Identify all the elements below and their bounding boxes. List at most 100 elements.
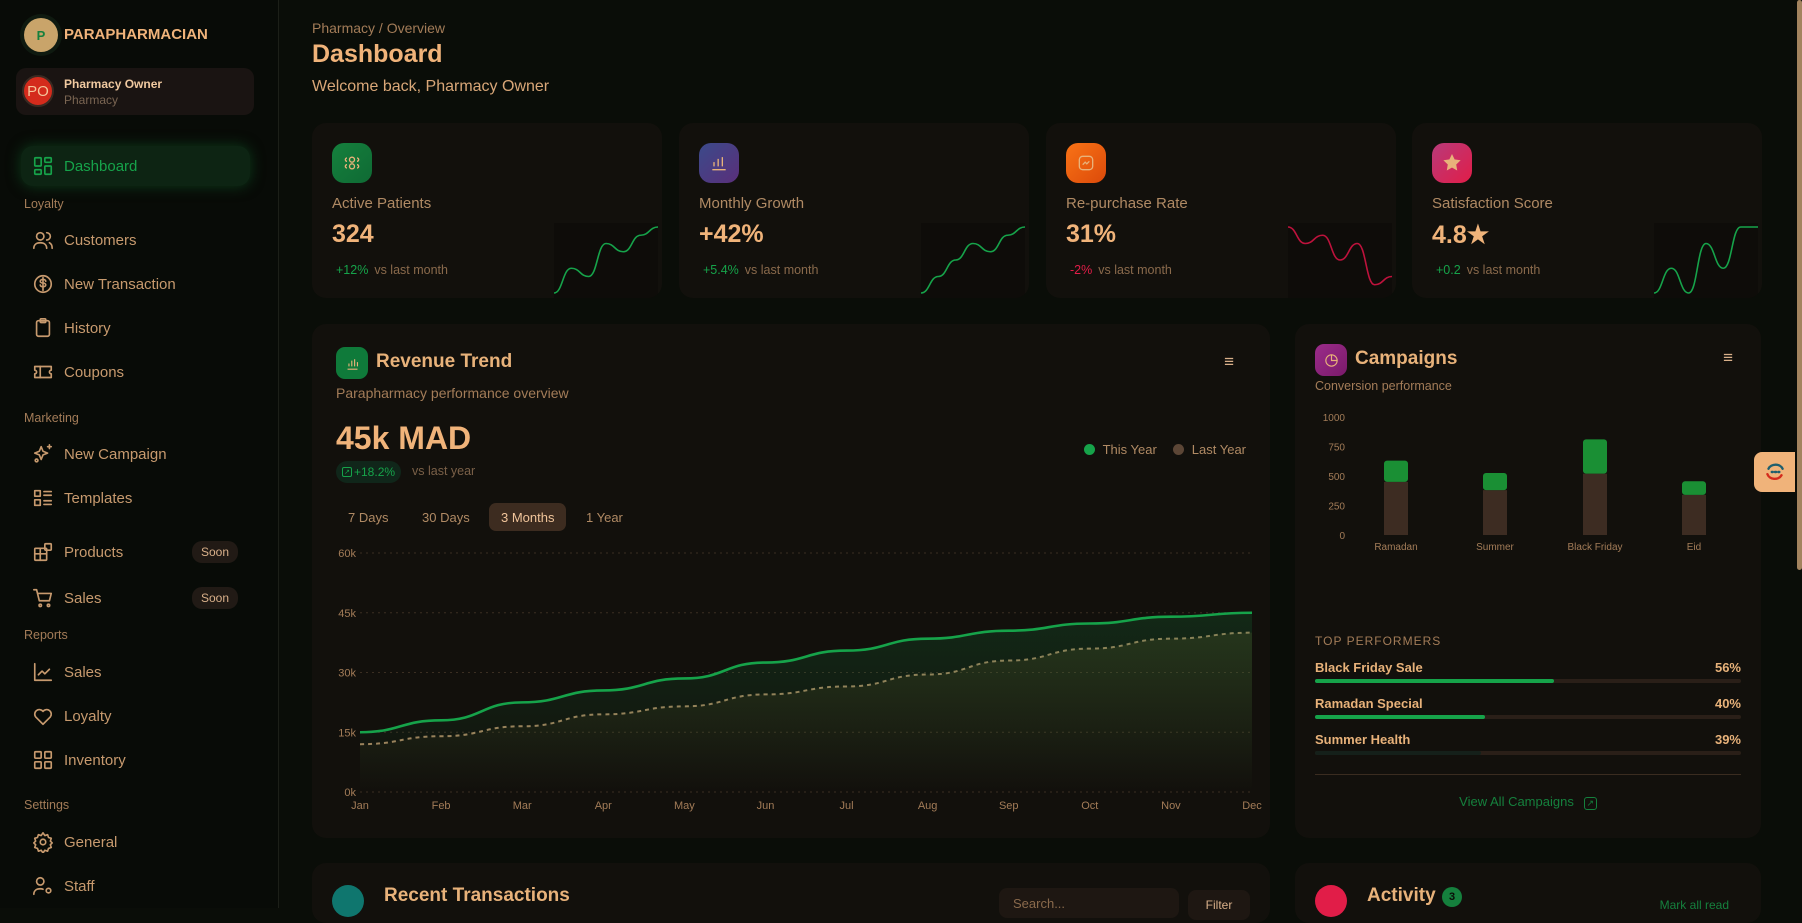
users-icon (32, 229, 54, 251)
logo: P (24, 18, 58, 52)
tab-3-months[interactable]: 3 Months (489, 503, 566, 531)
sidebar-item-customers[interactable]: Customers (21, 220, 250, 260)
kpi-vs: vs last month (745, 263, 819, 277)
revenue-title: Revenue Trend (376, 351, 512, 373)
section-loyalty: Loyalty (24, 197, 64, 211)
revenue-chart-icon (336, 347, 368, 379)
section-marketing: Marketing (24, 411, 79, 425)
grid-icon (32, 749, 54, 771)
sidebar-item-sales[interactable]: Sales Soon (21, 578, 250, 618)
tab-1-year[interactable]: 1 Year (574, 503, 635, 531)
kpi-vs: vs last month (1467, 263, 1541, 277)
sidebar-item-dashboard[interactable]: Dashboard (21, 146, 250, 186)
pie-chart-icon (1315, 344, 1347, 376)
bar-chart-icon (699, 143, 739, 183)
kpi-delta-value: +0.2 (1436, 263, 1461, 277)
kpi-delta: -2%vs last month (1070, 263, 1172, 277)
kpi-sparkline (1288, 223, 1392, 298)
brand-name: PARAPHARMACIAN (64, 26, 208, 43)
sidebar-item-new-campaign[interactable]: New Campaign (21, 434, 250, 474)
legend-dot (1173, 444, 1184, 455)
revenue-change-badge: ↗+18.2% (336, 461, 401, 483)
x-tick-label: Sep (999, 800, 1019, 812)
performer-progress-bar (1315, 679, 1741, 683)
blocks-icon (32, 541, 54, 563)
performer-progress-bar (1315, 751, 1741, 755)
sidebar-item-label: Dashboard (64, 158, 137, 175)
sidebar-item-coupons[interactable]: Coupons (21, 352, 250, 392)
kpi-card-re-purchase-rate: Re-purchase Rate 31% -2%vs last month (1046, 123, 1396, 298)
mark-all-read-link[interactable]: Mark all read (1660, 898, 1729, 912)
revenue-total: 45k MAD (336, 420, 471, 457)
sidebar-item-sales[interactable]: Sales (21, 652, 250, 692)
x-tick-label: Mar (513, 800, 532, 812)
performer-progress-bar (1315, 715, 1741, 719)
sidebar-item-history[interactable]: History (21, 308, 250, 348)
sidebar: P PARAPHARMACIAN PO Pharmacy Owner Pharm… (0, 0, 279, 908)
legend-last-year: Last Year (1173, 442, 1246, 457)
sidebar-item-staff[interactable]: Staff (21, 866, 250, 906)
search-input[interactable]: Search... (999, 888, 1179, 918)
legend-this-year: This Year (1084, 442, 1157, 457)
clipboard-icon (32, 317, 54, 339)
performer-name: Ramadan Special (1315, 696, 1423, 711)
y-tick-label: 500 (1328, 472, 1345, 483)
x-tick-label: Black Friday (1567, 542, 1622, 553)
breadcrumb: Pharmacy / Overview (312, 20, 445, 36)
page-title: Dashboard (312, 40, 443, 69)
soon-badge: Soon (192, 587, 238, 609)
campaigns-subtitle: Conversion performance (1315, 379, 1452, 393)
scrollbar[interactable] (1797, 0, 1802, 570)
view-all-campaigns-link[interactable]: View All Campaigns↗ (1295, 794, 1761, 810)
sidebar-item-templates[interactable]: Templates (21, 478, 250, 518)
tab-30-days[interactable]: 30 Days (410, 503, 482, 531)
user-cog-icon (32, 875, 54, 897)
kpi-sparkline (554, 223, 658, 298)
sidebar-item-label: Templates (64, 490, 132, 507)
x-tick-label: Apr (595, 800, 612, 812)
sidebar-item-new-transaction[interactable]: New Transaction (21, 264, 250, 304)
x-tick-label: Ramadan (1374, 542, 1417, 553)
menu-icon[interactable]: ≡ (1723, 348, 1733, 368)
sidebar-item-label: Staff (64, 878, 95, 895)
transactions-title: Recent Transactions (384, 885, 570, 907)
sidebar-item-label: New Transaction (64, 276, 176, 293)
performer-value: 39% (1715, 732, 1741, 747)
kpi-delta: +0.2 vs last month (1436, 263, 1540, 277)
y-tick-label: 15k (338, 727, 356, 739)
revenue-change: +18.2% (354, 465, 395, 479)
avatar: PO (22, 75, 54, 107)
user-card[interactable]: PO Pharmacy Owner Pharmacy (16, 68, 254, 115)
trend-icon: ↗ (1584, 797, 1597, 810)
chat-widget-button[interactable] (1754, 452, 1795, 492)
trend-up-icon: ↗ (342, 467, 352, 477)
trend-box-icon (1066, 143, 1106, 183)
kpi-card-monthly-growth: Monthly Growth +42% +5.4%vs last month (679, 123, 1029, 298)
y-tick-label: 1000 (1323, 413, 1346, 424)
filter-button[interactable]: Filter (1188, 890, 1250, 920)
sidebar-item-general[interactable]: General (21, 822, 250, 862)
kpi-delta-value: +5.4% (703, 263, 739, 277)
sidebar-item-label: New Campaign (64, 446, 167, 463)
sidebar-item-inventory[interactable]: Inventory (21, 740, 250, 780)
x-tick-label: Jun (757, 800, 775, 812)
cart-icon (32, 587, 54, 609)
chart-legend: This Year Last Year (1084, 442, 1246, 457)
legend-dot (1084, 444, 1095, 455)
y-tick-label: 750 (1328, 443, 1345, 454)
sidebar-item-label: Sales (64, 590, 102, 607)
kpi-value: 31% (1066, 220, 1116, 249)
y-tick-label: 250 (1328, 502, 1345, 513)
kpi-sparkline (1654, 223, 1758, 298)
kpi-label: Satisfaction Score (1432, 195, 1553, 212)
menu-icon[interactable]: ≡ (1224, 352, 1234, 372)
x-tick-label: Jan (351, 800, 369, 812)
revenue-subtitle: Parapharmacy performance overview (336, 385, 569, 401)
tab-7-days[interactable]: 7 Days (336, 503, 400, 531)
x-tick-label: Nov (1161, 800, 1181, 812)
kpi-delta-value: -2% (1070, 263, 1092, 277)
sidebar-item-loyalty[interactable]: Loyalty (21, 696, 250, 736)
bell-icon (1315, 885, 1347, 917)
